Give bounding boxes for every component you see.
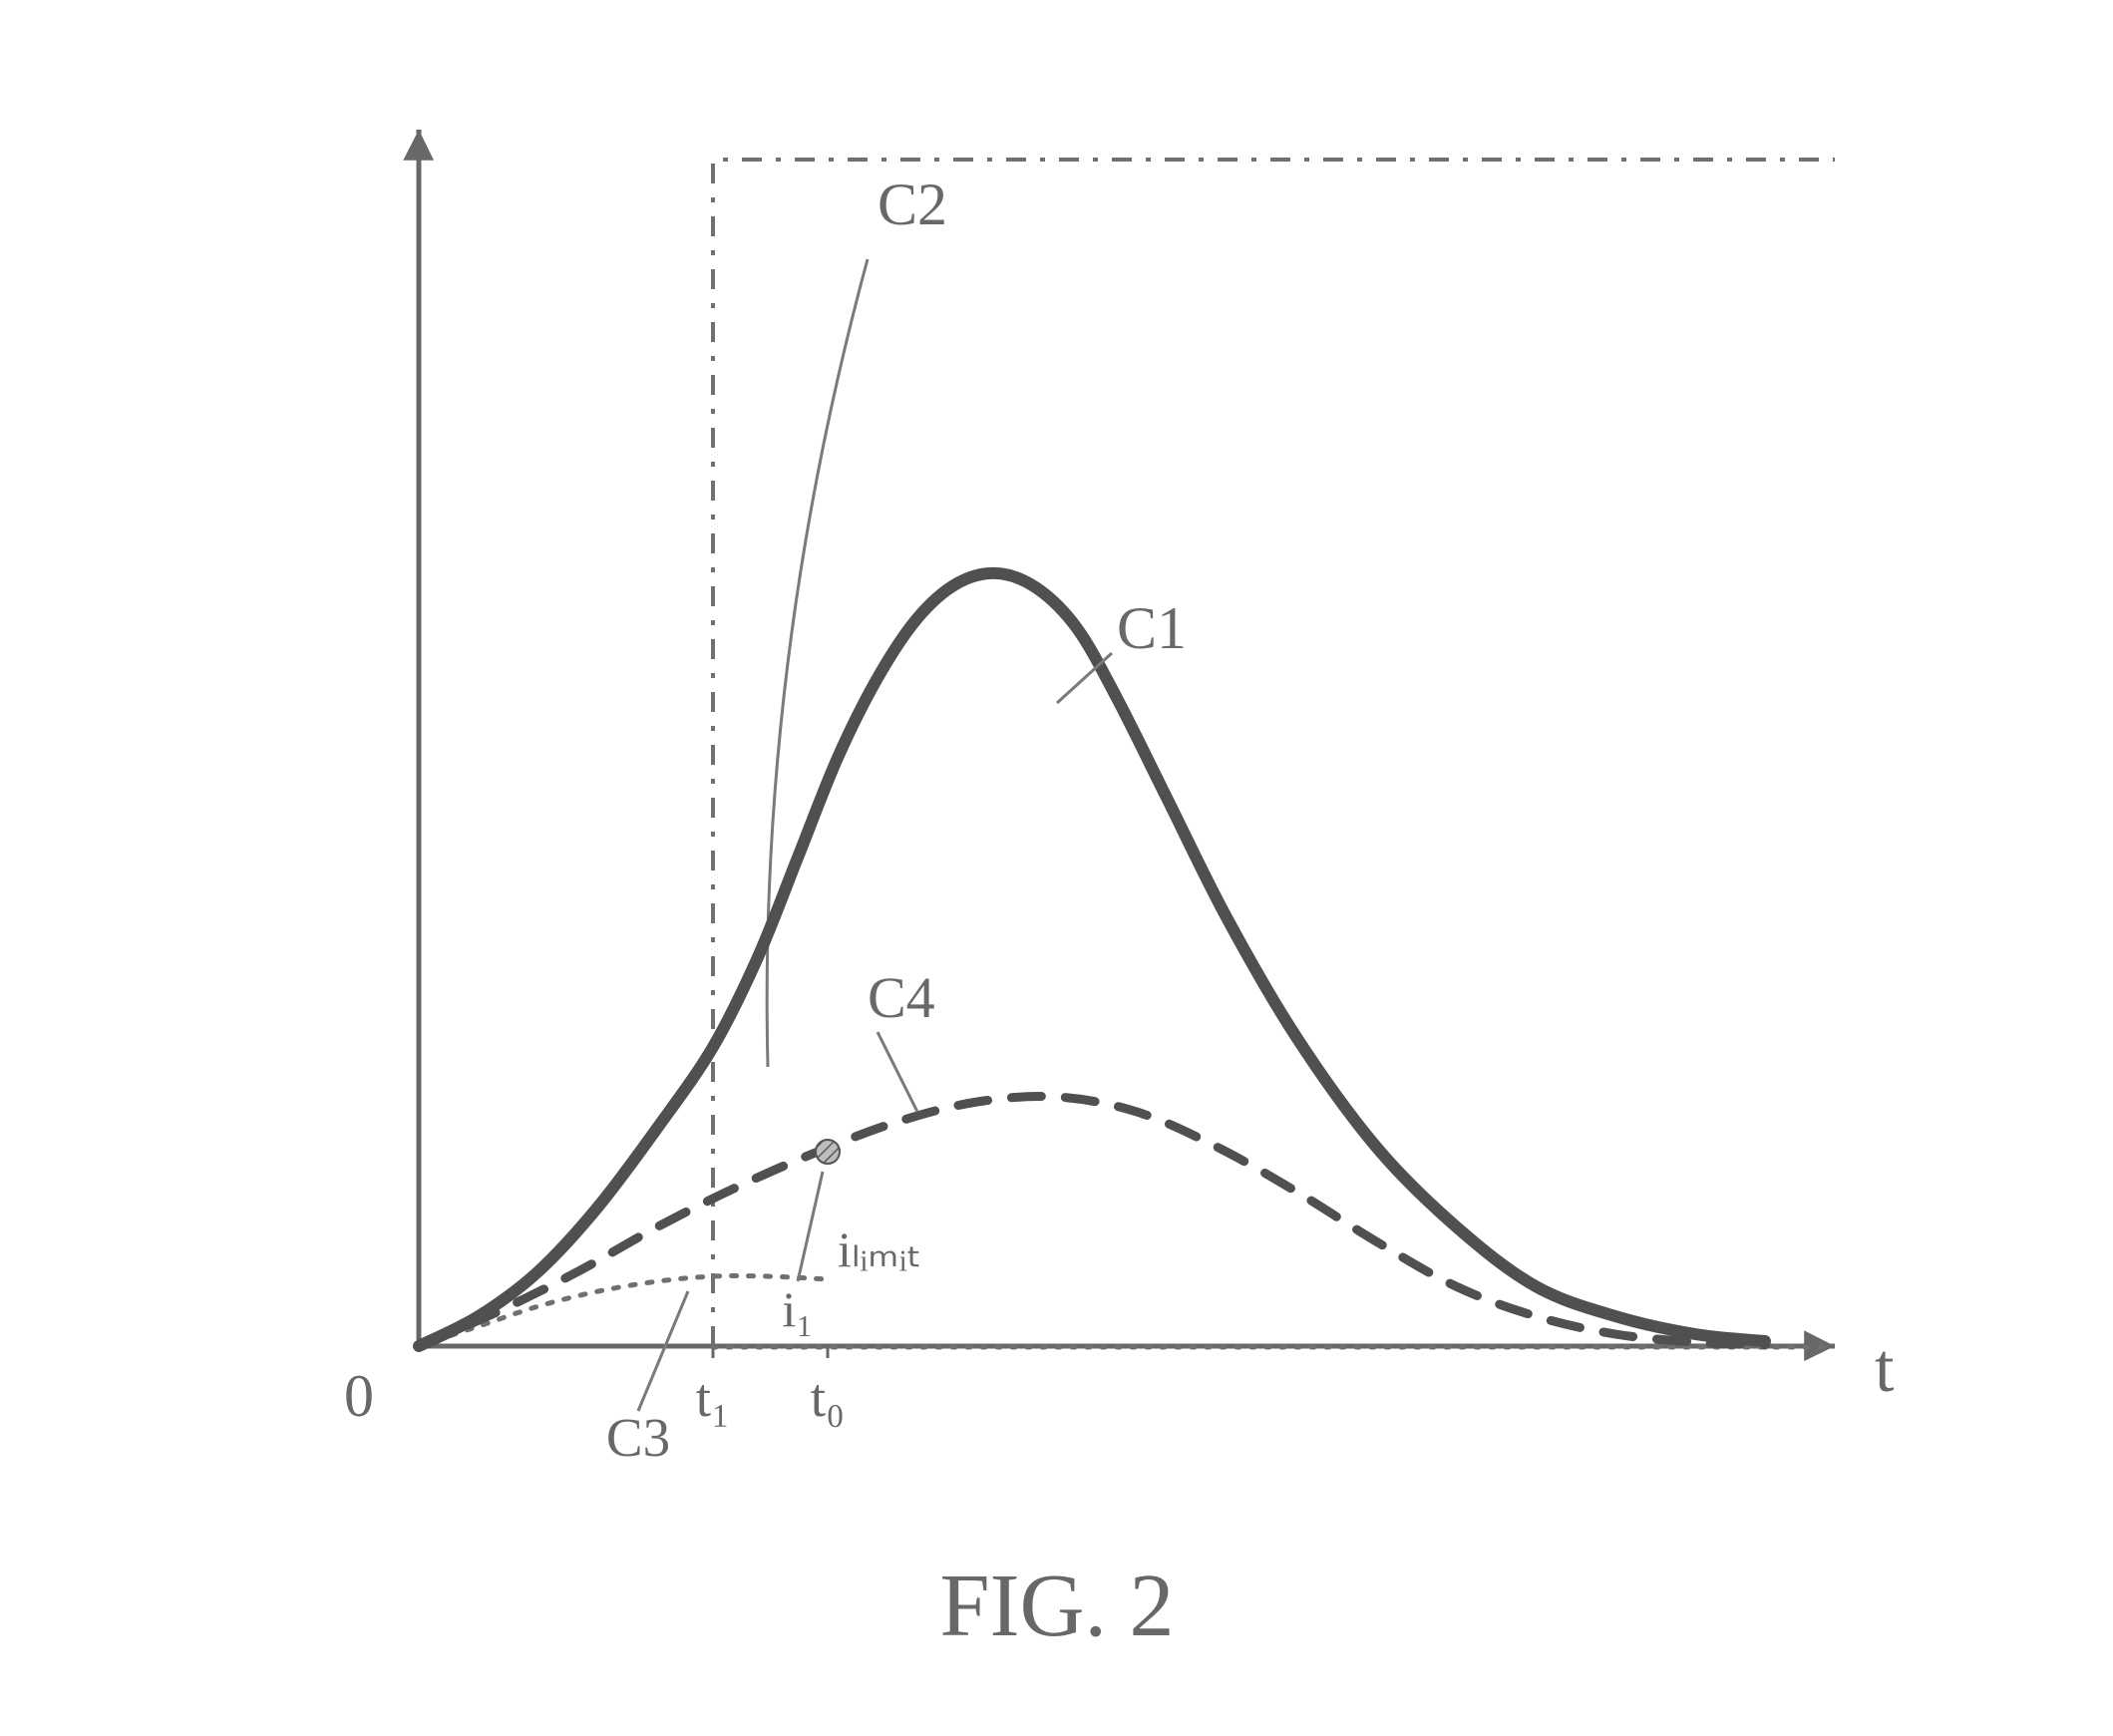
label-c4: C4	[868, 965, 935, 1030]
label-c2: C2	[878, 172, 947, 237]
label-c3: C3	[606, 1407, 670, 1468]
label-ilimit: iₗᵢₘᵢₜ	[838, 1221, 921, 1277]
background	[0, 0, 2113, 1736]
marker-i1	[816, 1140, 840, 1164]
figure-svg: 0 t t₁ t₀ iₗᵢₘᵢₜ C2 C3 C4 C1 i₁ FIG. 2	[0, 0, 2113, 1736]
origin-label: 0	[344, 1363, 374, 1429]
figure-caption: FIG. 2	[939, 1557, 1174, 1655]
x-axis-label: t	[1875, 1330, 1895, 1407]
label-i1: i₁	[782, 1281, 813, 1337]
tick-label-t0: t₀	[811, 1367, 845, 1428]
label-c1: C1	[1117, 595, 1187, 661]
tick-label-t1: t₁	[696, 1367, 730, 1428]
figure-root: 0 t t₁ t₀ iₗᵢₘᵢₜ C2 C3 C4 C1 i₁ FIG. 2	[0, 0, 2113, 1736]
